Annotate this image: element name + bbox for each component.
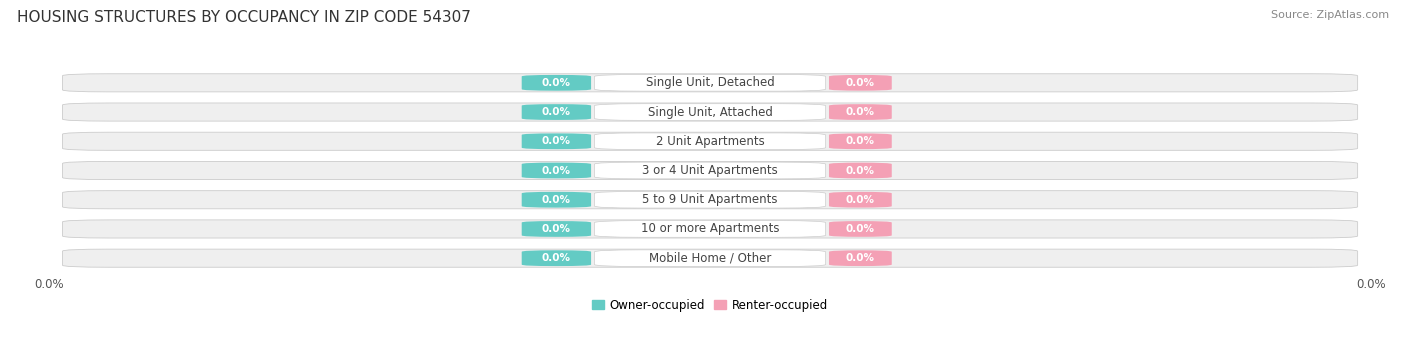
FancyBboxPatch shape bbox=[830, 221, 891, 237]
Text: 0.0%: 0.0% bbox=[846, 253, 875, 263]
FancyBboxPatch shape bbox=[595, 74, 825, 91]
FancyBboxPatch shape bbox=[595, 104, 825, 120]
FancyBboxPatch shape bbox=[830, 133, 891, 149]
Text: 0.0%: 0.0% bbox=[541, 224, 571, 234]
Text: 5 to 9 Unit Apartments: 5 to 9 Unit Apartments bbox=[643, 193, 778, 206]
Text: HOUSING STRUCTURES BY OCCUPANCY IN ZIP CODE 54307: HOUSING STRUCTURES BY OCCUPANCY IN ZIP C… bbox=[17, 10, 471, 25]
FancyBboxPatch shape bbox=[830, 104, 891, 120]
FancyBboxPatch shape bbox=[62, 161, 1358, 180]
FancyBboxPatch shape bbox=[522, 250, 591, 266]
FancyBboxPatch shape bbox=[62, 74, 1358, 92]
Text: 0.0%: 0.0% bbox=[541, 78, 571, 88]
FancyBboxPatch shape bbox=[62, 220, 1358, 238]
FancyBboxPatch shape bbox=[830, 250, 891, 266]
FancyBboxPatch shape bbox=[522, 192, 591, 208]
FancyBboxPatch shape bbox=[62, 191, 1358, 209]
FancyBboxPatch shape bbox=[830, 192, 891, 208]
Text: Single Unit, Attached: Single Unit, Attached bbox=[648, 106, 772, 119]
FancyBboxPatch shape bbox=[62, 132, 1358, 150]
FancyBboxPatch shape bbox=[830, 75, 891, 91]
Text: 0.0%: 0.0% bbox=[846, 195, 875, 205]
Legend: Owner-occupied, Renter-occupied: Owner-occupied, Renter-occupied bbox=[592, 299, 828, 312]
Text: 3 or 4 Unit Apartments: 3 or 4 Unit Apartments bbox=[643, 164, 778, 177]
FancyBboxPatch shape bbox=[595, 221, 825, 237]
Text: 0.0%: 0.0% bbox=[541, 136, 571, 146]
FancyBboxPatch shape bbox=[595, 191, 825, 208]
FancyBboxPatch shape bbox=[62, 249, 1358, 267]
Text: 2 Unit Apartments: 2 Unit Apartments bbox=[655, 135, 765, 148]
Text: Mobile Home / Other: Mobile Home / Other bbox=[648, 252, 772, 265]
Text: 0.0%: 0.0% bbox=[846, 165, 875, 176]
Text: Source: ZipAtlas.com: Source: ZipAtlas.com bbox=[1271, 10, 1389, 20]
FancyBboxPatch shape bbox=[522, 221, 591, 237]
FancyBboxPatch shape bbox=[595, 162, 825, 179]
FancyBboxPatch shape bbox=[522, 104, 591, 120]
Text: 0.0%: 0.0% bbox=[541, 253, 571, 263]
FancyBboxPatch shape bbox=[595, 133, 825, 150]
FancyBboxPatch shape bbox=[522, 75, 591, 91]
FancyBboxPatch shape bbox=[830, 163, 891, 178]
FancyBboxPatch shape bbox=[522, 163, 591, 178]
FancyBboxPatch shape bbox=[595, 250, 825, 267]
Text: 0.0%: 0.0% bbox=[541, 195, 571, 205]
Text: 0.0%: 0.0% bbox=[846, 78, 875, 88]
Text: 0.0%: 0.0% bbox=[846, 136, 875, 146]
Text: 0.0%: 0.0% bbox=[541, 165, 571, 176]
Text: 10 or more Apartments: 10 or more Apartments bbox=[641, 222, 779, 235]
Text: 0.0%: 0.0% bbox=[846, 224, 875, 234]
Text: 0.0%: 0.0% bbox=[846, 107, 875, 117]
FancyBboxPatch shape bbox=[62, 103, 1358, 121]
Text: Single Unit, Detached: Single Unit, Detached bbox=[645, 76, 775, 89]
FancyBboxPatch shape bbox=[522, 133, 591, 149]
Text: 0.0%: 0.0% bbox=[541, 107, 571, 117]
